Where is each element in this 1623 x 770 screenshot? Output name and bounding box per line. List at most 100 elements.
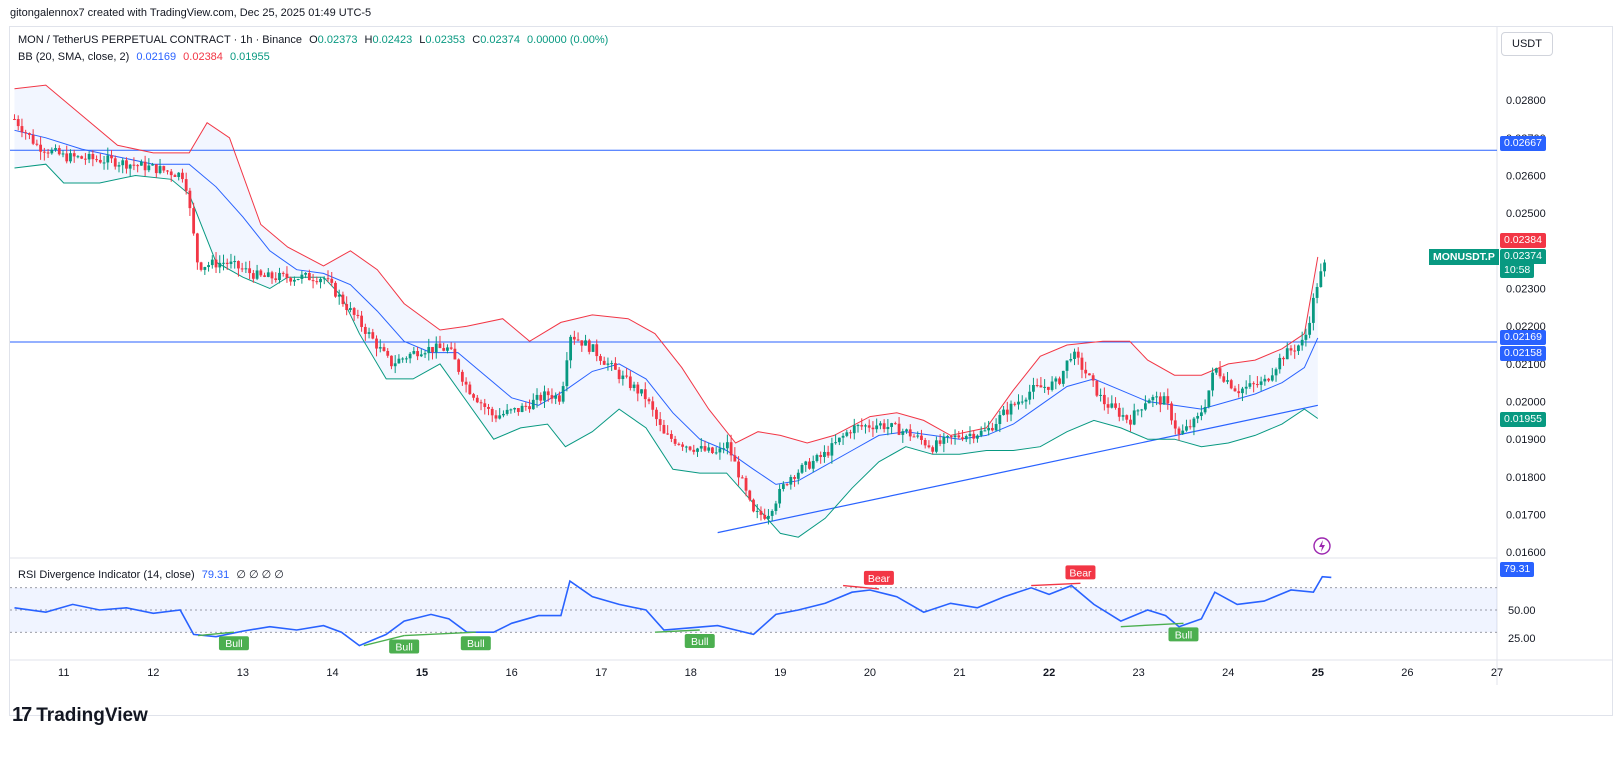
- candle-body: [964, 436, 968, 440]
- candle-body: [1076, 351, 1080, 358]
- candle-body: [1289, 348, 1293, 351]
- candle-body: [76, 156, 80, 158]
- candle-body: [1226, 380, 1229, 382]
- candle-body: [1278, 357, 1282, 370]
- candle-body: [927, 445, 931, 448]
- candle-body: [412, 351, 416, 354]
- candle-body: [531, 399, 535, 410]
- candle-body: [479, 402, 483, 404]
- time-axis-tick: 26: [1401, 667, 1413, 679]
- candle-body: [528, 406, 531, 410]
- bb-legend[interactable]: BB (20, SMA, close, 2) 0.02169 0.02384 0…: [18, 51, 270, 63]
- bb-lower-line: [14, 163, 1319, 538]
- candle-body: [856, 425, 860, 427]
- candle-body: [35, 143, 39, 145]
- change-value: 0.00000 (0.00%): [527, 34, 609, 46]
- candle-body: [733, 455, 737, 462]
- bb-label: BB (20, SMA, close, 2): [18, 51, 130, 63]
- candle-body: [572, 336, 576, 340]
- candle-body: [121, 160, 125, 166]
- candle-body: [225, 262, 229, 264]
- candle-body: [628, 376, 632, 389]
- candle-body: [431, 346, 434, 353]
- lightning-bolt-icon: [1319, 540, 1325, 552]
- candle-body: [177, 172, 181, 177]
- bull-label: Bull: [691, 636, 709, 648]
- candle-body: [1106, 404, 1110, 408]
- candle-body: [987, 427, 991, 431]
- candle-body: [946, 436, 949, 438]
- candle-body: [457, 359, 461, 372]
- bb-band-fill: [14, 85, 1318, 538]
- candle-body: [972, 433, 976, 439]
- candle-body: [31, 134, 35, 144]
- candle-body: [554, 395, 558, 399]
- candle-body: [610, 363, 614, 365]
- candle-body: [763, 514, 767, 519]
- candle-body: [289, 278, 293, 282]
- candle-body: [270, 272, 274, 279]
- candle-body: [640, 389, 643, 394]
- candle-body: [711, 447, 714, 453]
- candle-body: [804, 461, 808, 465]
- candle-body: [199, 262, 203, 270]
- candle-body: [266, 272, 270, 277]
- candle-body: [397, 358, 401, 364]
- candle-body: [1155, 396, 1159, 398]
- candle-body: [125, 160, 128, 169]
- candle-body: [658, 419, 662, 425]
- time-axis-tick: 12: [147, 667, 159, 679]
- candle-body: [490, 408, 494, 416]
- candle-body: [1185, 426, 1188, 431]
- candle-body: [1028, 391, 1032, 400]
- candle-body: [326, 278, 330, 280]
- candle-body: [363, 326, 367, 334]
- candle-body: [1285, 348, 1289, 360]
- candle-body: [132, 164, 136, 166]
- candle-body: [1009, 403, 1013, 415]
- candle-body: [576, 339, 580, 341]
- candle-body: [50, 149, 54, 154]
- candle-body: [1058, 378, 1061, 384]
- candle-body: [752, 499, 755, 512]
- candle-body: [498, 415, 502, 419]
- candle-body: [1170, 403, 1173, 421]
- candle-body: [599, 356, 602, 361]
- candle-body: [942, 436, 946, 444]
- time-axis-tick: 20: [864, 667, 876, 679]
- candle-body: [1099, 394, 1103, 396]
- candle-body: [184, 179, 188, 191]
- candle-body: [1065, 360, 1069, 371]
- symbol-legend[interactable]: MON / TetherUS PERPETUAL CONTRACT · 1h ·…: [18, 34, 608, 46]
- candle-body: [908, 429, 912, 437]
- level-mid-tag: 0.02158: [1500, 346, 1546, 361]
- candle-body: [195, 233, 199, 263]
- candle-body: [860, 425, 864, 427]
- bull-label-box: [684, 634, 715, 648]
- candle-body: [311, 280, 315, 282]
- candle-body: [535, 394, 539, 400]
- candle-body: [307, 272, 311, 281]
- candle-body: [345, 304, 349, 311]
- candle-body: [1237, 391, 1241, 394]
- candle-body: [222, 262, 225, 264]
- currency-button[interactable]: USDT: [1501, 32, 1553, 56]
- candle-body: [1032, 385, 1035, 392]
- time-axis-tick: 25: [1312, 667, 1324, 679]
- candle-body: [1121, 415, 1125, 417]
- candle-body: [106, 155, 110, 163]
- bull-label: Bull: [395, 642, 413, 654]
- support-trendline: [717, 404, 1318, 534]
- tradingview-mark-icon: 17: [12, 704, 32, 726]
- bb-lower-value: 0.01955: [229, 51, 270, 63]
- rsi-legend[interactable]: RSI Divergence Indicator (14, close) 79.…: [18, 568, 284, 581]
- candle-body: [1166, 396, 1170, 404]
- high-label: H: [364, 34, 373, 46]
- rsi-axis-tick: 25.00: [1508, 633, 1536, 645]
- price-axis-tick: 0.02600: [1506, 170, 1546, 182]
- candle-body: [890, 423, 893, 427]
- bull-label-box: [1168, 627, 1199, 642]
- candle-body: [699, 446, 703, 449]
- candle-body: [390, 355, 393, 367]
